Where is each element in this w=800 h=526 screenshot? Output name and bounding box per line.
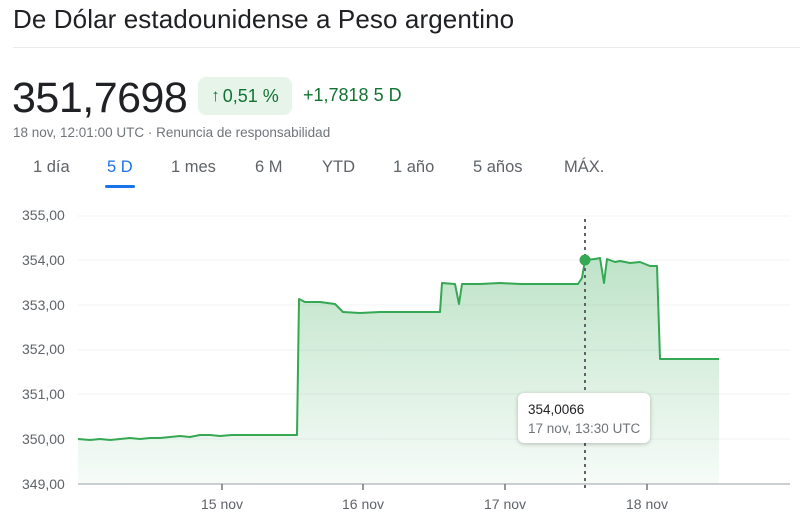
y-tick-label: 353,00 bbox=[22, 297, 65, 313]
quote-meta: 18 nov, 12:01:00 UTC · Renuncia de respo… bbox=[13, 125, 330, 140]
y-tick-label: 355,00 bbox=[22, 207, 65, 223]
x-tick-label: 16 nov bbox=[341, 496, 385, 512]
y-tick-label: 350,00 bbox=[22, 431, 65, 447]
tab-ytd[interactable]: YTD bbox=[322, 158, 355, 176]
disclaimer-link[interactable]: Renuncia de responsabilidad bbox=[156, 125, 331, 140]
change-percent-badge: ↑ 0,51 % bbox=[198, 77, 292, 115]
x-ticks bbox=[221, 484, 648, 490]
price-line bbox=[77, 257, 719, 441]
change-period: 5 D bbox=[373, 85, 402, 105]
change-abs-value: +1,7818 bbox=[303, 85, 369, 105]
hover-point-marker bbox=[579, 254, 591, 266]
y-tick-label: 349,00 bbox=[22, 476, 65, 492]
tab-5-d[interactable]: 5 D bbox=[105, 158, 135, 188]
tab-1-ano[interactable]: 1 año bbox=[393, 158, 435, 176]
y-tick-label: 351,00 bbox=[22, 386, 65, 402]
separator: · bbox=[144, 125, 157, 140]
tooltip-value: 354,0066 bbox=[528, 402, 585, 417]
tooltip-time: 17 nov, 13:30 UTC bbox=[528, 421, 641, 436]
x-tick-label: 15 nov bbox=[200, 496, 244, 512]
x-tick-label: 17 nov bbox=[483, 496, 527, 512]
change-absolute: +1,7818 5 D bbox=[303, 85, 402, 106]
page-title: De Dólar estadounidense a Peso argentino bbox=[13, 4, 515, 34]
price-area bbox=[78, 258, 719, 484]
change-percent: 0,51 % bbox=[222, 85, 279, 106]
x-tick-label: 18 nov bbox=[625, 496, 669, 512]
y-tick-label: 354,00 bbox=[22, 252, 65, 268]
y-tick-label: 352,00 bbox=[22, 341, 65, 357]
arrow-up-icon: ↑ bbox=[211, 86, 220, 105]
divider bbox=[13, 47, 800, 48]
active-tab-indicator bbox=[105, 185, 135, 188]
tab-6-m[interactable]: 6 M bbox=[255, 158, 283, 176]
tab-5-anos[interactable]: 5 años bbox=[473, 158, 523, 176]
tab-1-mes[interactable]: 1 mes bbox=[171, 158, 216, 176]
tab-max[interactable]: MÁX. bbox=[564, 158, 605, 176]
range-tabs: 1 día 5 D 1 mes 6 M YTD 1 año 5 años MÁX… bbox=[0, 150, 800, 190]
tab-1-dia[interactable]: 1 día bbox=[33, 158, 70, 176]
timestamp: 18 nov, 12:01:00 UTC bbox=[13, 125, 145, 140]
hover-tooltip: 354,0066 17 nov, 13:30 UTC bbox=[518, 393, 650, 443]
current-price: 351,7698 bbox=[12, 74, 188, 122]
